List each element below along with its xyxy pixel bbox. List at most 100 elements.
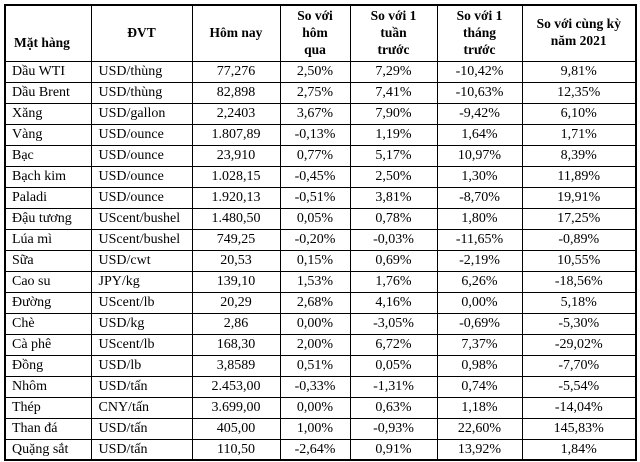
commodity-cell: Dầu WTI [4, 60, 92, 83]
table-row: Bạch kim USD/ounce 1.028,15 -0,45% 2,50% 1,30… [4, 165, 637, 188]
today-value-cell: 168,30 [191, 333, 281, 356]
today-value-cell: 2.453,00 [191, 375, 281, 398]
table-row: Dầu Brent USD/thùng 82,898 2,75% 7,41% -10,63… [4, 81, 637, 104]
column-header-vs-2021: So với cùng kỳ năm 2021 [521, 4, 637, 62]
column-header-vs-month: So với 1 tháng trước [436, 4, 523, 62]
vs-yesterday-cell: 0,00% [279, 312, 351, 335]
table-row: Xăng USD/gallon 2,2403 3,67% 7,90% -9,42% 6,10… [4, 102, 637, 125]
unit-cell: UScent/bushel [90, 207, 193, 230]
commodity-cell: Đậu tương [4, 207, 92, 230]
today-value-cell: 110,50 [191, 438, 281, 461]
vs-week-cell: -3,05% [349, 312, 438, 335]
vs-week-cell: -0,03% [349, 228, 438, 251]
commodity-cell: Paladi [4, 186, 92, 209]
vs-week-cell: 7,29% [349, 60, 438, 83]
table-row: Thép CNY/tấn 3.699,00 0,00% 0,63% 1,18% -14,04… [4, 396, 637, 419]
vs-yesterday-cell: 3,67% [279, 102, 351, 125]
today-value-cell: 3.699,00 [191, 396, 281, 419]
vs-month-cell: -8,70% [436, 186, 523, 209]
vs-2021-cell: 17,25% [521, 207, 637, 230]
commodity-price-table: Mặt hàng ĐVT Hôm nay So với hôm qua So v… [4, 4, 637, 462]
vs-2021-cell: -7,70% [521, 354, 637, 377]
today-value-cell: 1.807,89 [191, 123, 281, 146]
vs-week-cell: 7,90% [349, 102, 438, 125]
vs-month-cell: -9,42% [436, 102, 523, 125]
vs-yesterday-cell: 0,77% [279, 144, 351, 167]
unit-cell: USD/ounce [90, 144, 193, 167]
column-header-today: Hôm nay [191, 4, 281, 62]
vs-2021-cell: 8,39% [521, 144, 637, 167]
unit-cell: UScent/lb [90, 333, 193, 356]
vs-week-cell: 5,17% [349, 144, 438, 167]
vs-month-cell: 1,80% [436, 207, 523, 230]
table-row: Đường UScent/lb 20,29 2,68% 4,16% 0,00% 5,18% [4, 291, 637, 314]
unit-cell: USD/ounce [90, 186, 193, 209]
table-body: Dầu WTI USD/thùng 77,276 2,50% 7,29% -10,42% 9… [4, 60, 637, 461]
table-row: Bạc USD/ounce 23,910 0,77% 5,17% 10,97% 8,39% [4, 144, 637, 167]
table-header: Mặt hàng ĐVT Hôm nay So với hôm qua So v… [4, 4, 637, 62]
commodity-cell: Sữa [4, 249, 92, 272]
commodity-cell: Chè [4, 312, 92, 335]
unit-cell: UScent/lb [90, 291, 193, 314]
unit-cell: USD/ounce [90, 165, 193, 188]
today-value-cell: 1.480,50 [191, 207, 281, 230]
today-value-cell: 82,898 [191, 81, 281, 104]
vs-2021-cell: 145,83% [521, 417, 637, 440]
commodity-cell: Bạc [4, 144, 92, 167]
vs-yesterday-cell: -0,13% [279, 123, 351, 146]
vs-2021-cell: -0,89% [521, 228, 637, 251]
vs-month-cell: 1,64% [436, 123, 523, 146]
vs-week-cell: 0,69% [349, 249, 438, 272]
vs-yesterday-cell: 0,51% [279, 354, 351, 377]
vs-month-cell: -11,65% [436, 228, 523, 251]
table-row: Vàng USD/ounce 1.807,89 -0,13% 1,19% 1,64% 1,7… [4, 123, 637, 146]
vs-2021-cell: -14,04% [521, 396, 637, 419]
unit-cell: UScent/bushel [90, 228, 193, 251]
commodity-cell: Đường [4, 291, 92, 314]
vs-month-cell: 0,98% [436, 354, 523, 377]
vs-week-cell: 0,63% [349, 396, 438, 419]
today-value-cell: 139,10 [191, 270, 281, 293]
today-value-cell: 77,276 [191, 60, 281, 83]
vs-month-cell: 1,30% [436, 165, 523, 188]
vs-week-cell: 6,72% [349, 333, 438, 356]
vs-2021-cell: 11,89% [521, 165, 637, 188]
vs-2021-cell: 1,84% [521, 438, 637, 461]
vs-week-cell: 1,76% [349, 270, 438, 293]
vs-yesterday-cell: -0,51% [279, 186, 351, 209]
vs-week-cell: -0,93% [349, 417, 438, 440]
commodity-cell: Lúa mì [4, 228, 92, 251]
vs-yesterday-cell: 0,00% [279, 396, 351, 419]
table-row: Cà phê UScent/lb 168,30 2,00% 6,72% 7,37% -29,… [4, 333, 637, 356]
column-header-unit: ĐVT [90, 4, 193, 62]
today-value-cell: 20,53 [191, 249, 281, 272]
vs-yesterday-cell: 1,53% [279, 270, 351, 293]
table-row: Than đá USD/tấn 405,00 1,00% -0,93% 22,60% 145… [4, 417, 637, 440]
commodity-cell: Thép [4, 396, 92, 419]
vs-2021-cell: -18,56% [521, 270, 637, 293]
vs-yesterday-cell: 2,68% [279, 291, 351, 314]
commodity-cell: Nhôm [4, 375, 92, 398]
vs-2021-cell: 1,71% [521, 123, 637, 146]
vs-month-cell: -0,69% [436, 312, 523, 335]
vs-2021-cell: -5,54% [521, 375, 637, 398]
vs-month-cell: -2,19% [436, 249, 523, 272]
today-value-cell: 405,00 [191, 417, 281, 440]
today-value-cell: 1.028,15 [191, 165, 281, 188]
vs-2021-cell: -29,02% [521, 333, 637, 356]
vs-month-cell: 10,97% [436, 144, 523, 167]
header-row: Mặt hàng ĐVT Hôm nay So với hôm qua So v… [4, 4, 637, 62]
today-value-cell: 749,25 [191, 228, 281, 251]
vs-yesterday-cell: -0,20% [279, 228, 351, 251]
vs-2021-cell: 6,10% [521, 102, 637, 125]
vs-yesterday-cell: 2,00% [279, 333, 351, 356]
commodity-cell: Cà phê [4, 333, 92, 356]
vs-week-cell: 0,78% [349, 207, 438, 230]
today-value-cell: 1.920,13 [191, 186, 281, 209]
table-row: Đậu tương UScent/bushel 1.480,50 0,05% 0,78%… [4, 207, 637, 230]
today-value-cell: 20,29 [191, 291, 281, 314]
vs-2021-cell: 5,18% [521, 291, 637, 314]
vs-week-cell: 7,41% [349, 81, 438, 104]
commodity-cell: Dầu Brent [4, 81, 92, 104]
